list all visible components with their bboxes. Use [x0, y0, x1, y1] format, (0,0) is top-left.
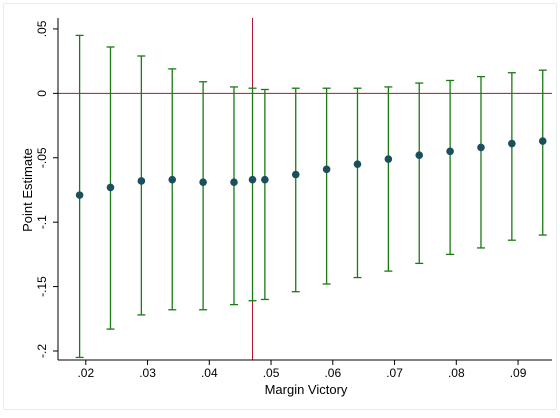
y-tick-label: .05	[35, 20, 49, 37]
point-estimate-marker	[168, 175, 177, 184]
point-estimates	[75, 137, 547, 199]
ticks: .02 .03 .04 .05 .06 .07 .08 .09 .05 0 -.05 -.1 -.15 -…	[35, 20, 527, 380]
x-tick-label: .09	[510, 366, 527, 380]
point-estimate-marker	[508, 139, 516, 148]
reference-lines	[58, 18, 552, 360]
point-estimate-marker	[261, 175, 269, 184]
x-tick-label: .02	[77, 366, 94, 380]
y-axis-title: Point Estimate	[20, 148, 35, 232]
point-estimate-marker	[248, 175, 257, 184]
point-estimate-marker	[137, 177, 146, 185]
y-tick-label: -.05	[35, 147, 49, 168]
x-tick-label: .03	[139, 366, 156, 380]
point-estimate-marker	[322, 165, 331, 174]
x-tick-label: .08	[448, 366, 465, 380]
point-estimate-marker	[291, 170, 300, 179]
point-estimate-marker	[446, 147, 454, 156]
y-tick-label: -.1	[35, 215, 49, 229]
point-estimate-marker	[75, 191, 84, 199]
y-tick-label: -.15	[35, 276, 49, 297]
axes	[57, 18, 552, 361]
x-axis-title: Margin Victory	[265, 382, 348, 397]
point-estimate-marker	[384, 155, 393, 163]
y-tick-label: 0	[35, 90, 49, 97]
point-estimate-marker	[230, 178, 238, 187]
point-estimate-marker	[106, 183, 115, 192]
point-estimate-marker	[353, 160, 362, 169]
x-tick-label: .07	[386, 366, 403, 380]
point-estimate-marker	[199, 178, 207, 187]
point-estimate-marker	[477, 143, 485, 152]
error-bars	[75, 34, 547, 359]
point-estimate-marker	[538, 137, 547, 145]
x-tick-label: .05	[263, 366, 280, 380]
y-tick-label: -.2	[35, 344, 49, 358]
point-estimate-marker	[415, 151, 424, 159]
x-tick-label: .04	[201, 366, 218, 380]
x-tick-label: .06	[324, 366, 341, 380]
